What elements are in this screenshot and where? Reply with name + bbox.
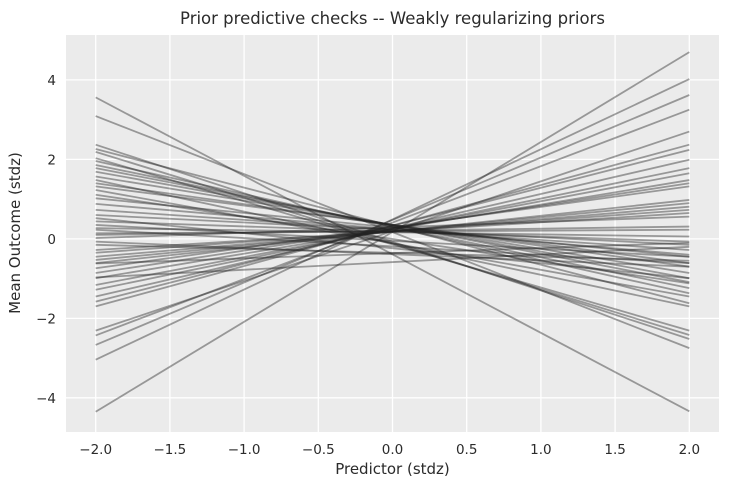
prior-draw-line <box>95 241 690 265</box>
prior-draw-line <box>95 202 690 261</box>
prior-draw-line <box>95 224 690 258</box>
prior-draw-line <box>95 227 690 238</box>
prior-draw-line <box>95 245 690 279</box>
prior-draw-line <box>95 185 690 270</box>
prior-draw-line <box>95 150 690 336</box>
prior-draw-line <box>95 167 690 291</box>
prior-draw-line <box>95 78 690 361</box>
x-tick-label: −1.5 <box>153 442 186 458</box>
prior-draw-line <box>95 199 690 265</box>
prior-draw-line <box>95 225 690 236</box>
x-tick-label: 1.0 <box>530 442 551 458</box>
prior-draw-line <box>95 212 690 251</box>
prior-draw-line <box>95 215 690 239</box>
prior-draw-line <box>95 175 690 274</box>
prior-draw-line <box>95 157 690 332</box>
x-tick-label: 0.5 <box>456 442 477 458</box>
y-tick-label: 4 <box>47 73 56 89</box>
prior-draw-line <box>95 202 690 256</box>
prior-draw-line <box>95 208 690 254</box>
prior-draw-line <box>95 217 690 280</box>
prior-draw-line <box>95 208 690 251</box>
prior-draw-line <box>95 185 690 264</box>
prior-draw-line <box>95 205 690 258</box>
prior-draw-line <box>95 164 690 290</box>
x-tick-label: 1.5 <box>604 442 625 458</box>
x-tick-label: −1.0 <box>228 442 261 458</box>
prior-draw-line <box>95 172 690 286</box>
prior-draw-line <box>95 94 690 346</box>
prior-draw-line <box>95 148 690 305</box>
chart-title: Prior predictive checks -- Weakly regula… <box>180 9 605 28</box>
prior-draw-line <box>95 51 690 413</box>
prior-draw-line <box>95 197 690 258</box>
prior-draw-line <box>95 228 690 265</box>
x-axis-label: Predictor (stdz) <box>335 460 450 478</box>
prior-draw-line <box>95 179 690 308</box>
x-tick-label: −0.5 <box>302 442 335 458</box>
prior-draw-line <box>95 214 690 246</box>
prior-draw-line <box>95 143 690 308</box>
x-tick-label: −2.0 <box>79 442 112 458</box>
prior-draw-line <box>95 160 690 295</box>
prior-draw-line <box>95 158 690 298</box>
y-tick-label: −4 <box>36 391 56 407</box>
prior-draw-line <box>95 189 690 298</box>
x-tick-label: 2.0 <box>679 442 700 458</box>
prior-draw-line <box>95 108 690 337</box>
prior-draw-line <box>95 170 690 280</box>
prior-draw-line <box>95 115 690 349</box>
prior-draw-line <box>95 193 690 285</box>
prior-draw-line <box>95 167 690 284</box>
prior-draw-line <box>95 240 690 268</box>
y-tick-label: 2 <box>47 152 56 168</box>
prior-draw-line <box>95 130 690 332</box>
prior-draw-line <box>95 96 690 413</box>
prior-draw-line <box>95 220 690 243</box>
y-tick-label: −2 <box>36 311 56 327</box>
prior-draw-line <box>95 243 690 262</box>
y-tick-label: 0 <box>47 232 56 248</box>
x-tick-label: 0.0 <box>382 442 403 458</box>
prior-draw-line <box>95 182 690 274</box>
prior-draw-line <box>95 228 690 235</box>
prior-draw-line <box>95 182 690 268</box>
prior-draw-line <box>95 143 690 340</box>
prior-draw-line <box>95 179 690 280</box>
prior-draw-line <box>95 148 690 303</box>
